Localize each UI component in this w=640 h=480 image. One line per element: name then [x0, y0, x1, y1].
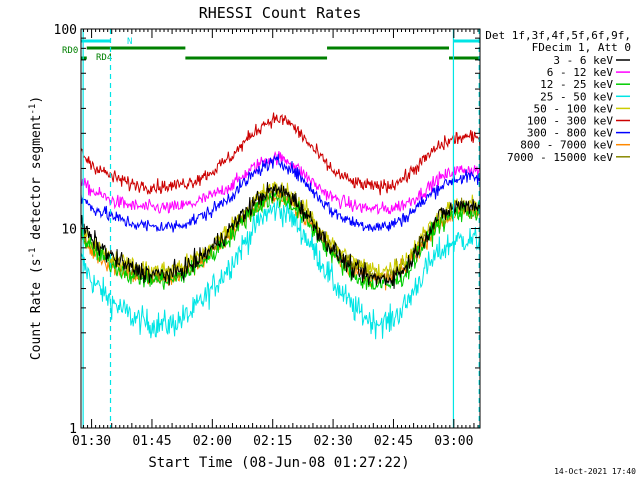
chart-title: RHESSI Count Rates	[199, 4, 362, 22]
legend-label-7: 300 - 800 keV	[527, 127, 613, 140]
series-line-6-to-12kev	[80, 150, 481, 215]
x-axis-label: Start Time (08-Jun-08 01:27:22)	[148, 455, 409, 471]
flag-label-rd0: RD0	[62, 46, 78, 56]
legend-label-6: 100 - 300 keV	[527, 115, 613, 128]
x-tick-label-3: 02:00	[193, 434, 232, 449]
series-line-300-to-800kev	[80, 154, 481, 233]
y-axis-label: Count Rate (s-1 detector segment-1)	[28, 96, 44, 360]
legend-header-line-2: FDecim 1, Att 0	[532, 41, 631, 54]
x-tick-label-1: 01:30	[72, 434, 111, 449]
legend-label-3: 12 - 25 keV	[540, 78, 613, 91]
series-line-3-to-6kev	[80, 182, 481, 289]
series-line-12-to-25kev	[80, 190, 481, 291]
x-tick-label-4: 02:15	[253, 434, 292, 449]
axis-ticks: 01:30 01:45 02:00 02:15 02:30 02:45 03:00 1 10 10…	[54, 23, 480, 449]
plot-frame	[80, 28, 481, 429]
x-tick-label-5: 02:30	[314, 434, 353, 449]
legend-label-9: 7000 - 15000 keV	[507, 151, 613, 164]
flag-bars: N RD0 RD4	[62, 37, 480, 63]
legend-header-line-1: Det 1f,3f,4f,5f,6f,9f,	[485, 29, 631, 42]
legend-label-8: 800 - 7000 keV	[520, 139, 613, 152]
x-tick-label-2: 01:45	[132, 434, 171, 449]
series-layer	[80, 112, 481, 340]
series-line-100-to-300kev	[80, 112, 481, 196]
night-markers	[82, 29, 480, 428]
y-tick-label-2: 10	[61, 223, 77, 238]
y-tick-label-3: 100	[54, 23, 77, 38]
timestamp: 14-Oct-2021 17:40	[554, 467, 636, 476]
legend-label-1: 3 - 6 keV	[553, 54, 613, 67]
y-axis-label-end: )	[29, 96, 44, 104]
series-line-25-to-50kev	[80, 198, 481, 340]
y-axis-label-mid: detector segment	[29, 115, 44, 248]
y-axis-label-main: Count Rate (s	[29, 258, 44, 360]
y-tick-label-1: 1	[69, 422, 77, 437]
flag-label-n: N	[127, 37, 132, 47]
flag-label-rd4: RD4	[96, 53, 112, 63]
x-tick-label-6: 02:45	[374, 434, 413, 449]
x-tick-label-7: 03:00	[434, 434, 473, 449]
legend-label-5: 50 - 100 keV	[534, 102, 614, 115]
y-axis-label-sup2: -1	[28, 104, 38, 115]
legend-label-2: 6 - 12 keV	[547, 66, 614, 79]
legend-label-4: 25 - 50 keV	[540, 90, 613, 103]
y-axis-label-sup1: -1	[28, 248, 38, 259]
plot-area: 01:30 01:45 02:00 02:15 02:30 02:45 03:00 1 10 10…	[54, 23, 481, 449]
